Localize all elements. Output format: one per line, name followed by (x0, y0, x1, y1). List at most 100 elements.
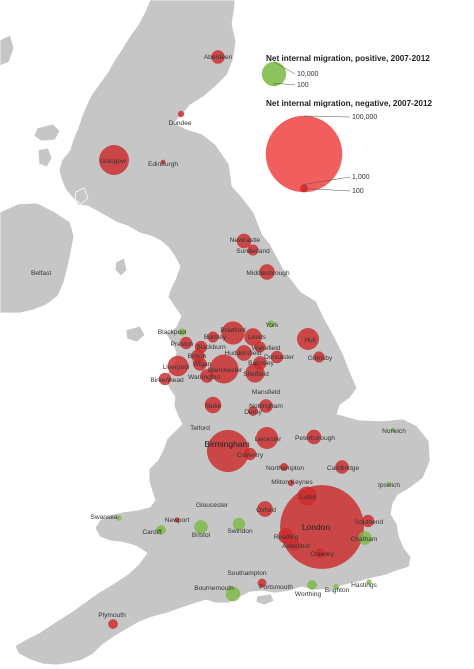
label-worthing: Worthing (295, 591, 322, 598)
circle-luton (297, 486, 317, 506)
circle-preston (179, 336, 193, 350)
legend-positive-marks: 10,000 100 (261, 61, 319, 89)
legend-negative-label-1: 1,000 (352, 174, 370, 181)
circle-warrington (200, 369, 214, 383)
circle-burnley (207, 331, 219, 343)
label-barnsley: Barnsley (248, 360, 274, 367)
circle-bournemouth (225, 586, 241, 602)
label-bolton: Bolton (188, 353, 207, 360)
migration-circles (99, 50, 396, 629)
label-hull: Hull (304, 337, 316, 344)
label-dundee: Dundee (168, 120, 191, 127)
label-aldershot: Aldershot (282, 543, 310, 550)
circle-norwich (390, 427, 396, 433)
circle-edinburgh (160, 159, 166, 165)
circle-york (267, 320, 275, 328)
label-portsmouth: Portsmouth (259, 584, 293, 591)
label-southend: Southend (355, 519, 384, 526)
circle-birmingham (206, 429, 250, 473)
circle-hastings (366, 579, 372, 585)
circle-milton-keynes (287, 479, 295, 487)
circle-bristol (194, 520, 208, 534)
label-cambridge: Cambridge (327, 465, 360, 472)
label-newcastle: Newcastle (230, 237, 261, 244)
circle-manchester (209, 354, 239, 384)
circle-newport (174, 517, 180, 523)
anglesey (125, 325, 146, 343)
label-bournemouth: Bournemouth (194, 585, 234, 592)
label-grimsby: Grimsby (308, 355, 333, 362)
circle-chatham (358, 531, 372, 545)
circle-huddersfield (236, 345, 252, 361)
label-swindon: Swindon (227, 528, 253, 535)
label-ipswich: Ipswich (378, 482, 400, 489)
label-reading: Reading (274, 534, 299, 541)
legend: Net internal migration, positive, 2007-2… (261, 54, 433, 195)
circle-stoke (204, 396, 222, 414)
legend-negative-leader-2 (303, 188, 351, 192)
circle-blackpool (178, 328, 186, 336)
circle-swansea (116, 515, 122, 521)
circle-oxford (257, 501, 273, 517)
circle-aldershot (288, 539, 300, 551)
circle-crawley (315, 548, 325, 558)
circle-portsmouth (257, 578, 267, 588)
circle-blackburn (194, 340, 208, 354)
label-burnley: Burnley (204, 334, 227, 341)
label-birkenhead: Birkenhead (150, 377, 184, 384)
circle-middlesbrough (259, 264, 275, 280)
label-preston: Preston (171, 341, 194, 348)
label-bristol: Bristol (192, 532, 211, 539)
isle-of-man (114, 257, 128, 277)
legend-negative-label-0: 100,000 (352, 114, 377, 121)
circle-birkenhead (158, 372, 172, 386)
circle-barnsley (253, 356, 267, 370)
label-newport: Newport (165, 517, 190, 524)
circle-cambridge (335, 460, 349, 474)
circle-doncaster (270, 350, 284, 364)
label-birmingham: Birmingham (204, 439, 249, 449)
circle-bradford (221, 321, 245, 345)
label-chatham: Chatham (351, 536, 378, 543)
legend-positive-title: Net internal migration, positive, 2007-2… (266, 54, 430, 63)
island-islay (37, 147, 53, 168)
label-leeds: Leeds (248, 334, 267, 341)
circle-newcastle (236, 233, 252, 249)
label-oxford: Oxford (256, 507, 276, 514)
place-labels: Belfast Aberdeen Dundee Glasgow Edinburgh New… (31, 54, 406, 619)
circle-derby (248, 406, 258, 416)
circle-nottingham (259, 399, 273, 413)
circle-liverpool (167, 355, 189, 377)
label-bradford: Bradford (220, 327, 246, 334)
legend-positive-leader-0 (273, 61, 296, 75)
label-glasgow: Glasgow (100, 158, 126, 165)
label-liverpool: Liverpool (163, 364, 190, 371)
label-norwich: Norwich (382, 428, 406, 435)
circle-northampton (280, 463, 289, 472)
label-hastings: Hastings (351, 582, 377, 589)
label-york: York (266, 322, 280, 329)
label-doncaster: Doncaster (264, 354, 295, 361)
legend-negative-leader-0 (303, 115, 351, 118)
island-mull (33, 123, 61, 142)
label-coventry: Coventry (237, 452, 264, 459)
circle-coventry (243, 447, 257, 461)
circle-southend (361, 514, 375, 528)
label-milton-keynes: Milton Keynes (271, 479, 313, 486)
label-london: London (302, 522, 331, 532)
northern-ireland-landmass (0, 202, 75, 314)
label-plymouth: Plymouth (98, 612, 126, 619)
circle-sunderland (247, 244, 259, 256)
label-wakefield: Wakefield (252, 345, 281, 352)
label-brighton: Brighton (325, 587, 350, 594)
legend-positive-circle-1 (272, 82, 276, 87)
circle-london (280, 485, 364, 569)
legend-positive-circle-0 (261, 61, 287, 87)
island-arran (74, 187, 89, 205)
legend-negative-circle-2 (302, 188, 307, 193)
label-swansea: Swansea (90, 514, 117, 521)
label-peterborough: Peterborough (295, 435, 335, 442)
legend-positive-leader-1 (273, 82, 296, 86)
